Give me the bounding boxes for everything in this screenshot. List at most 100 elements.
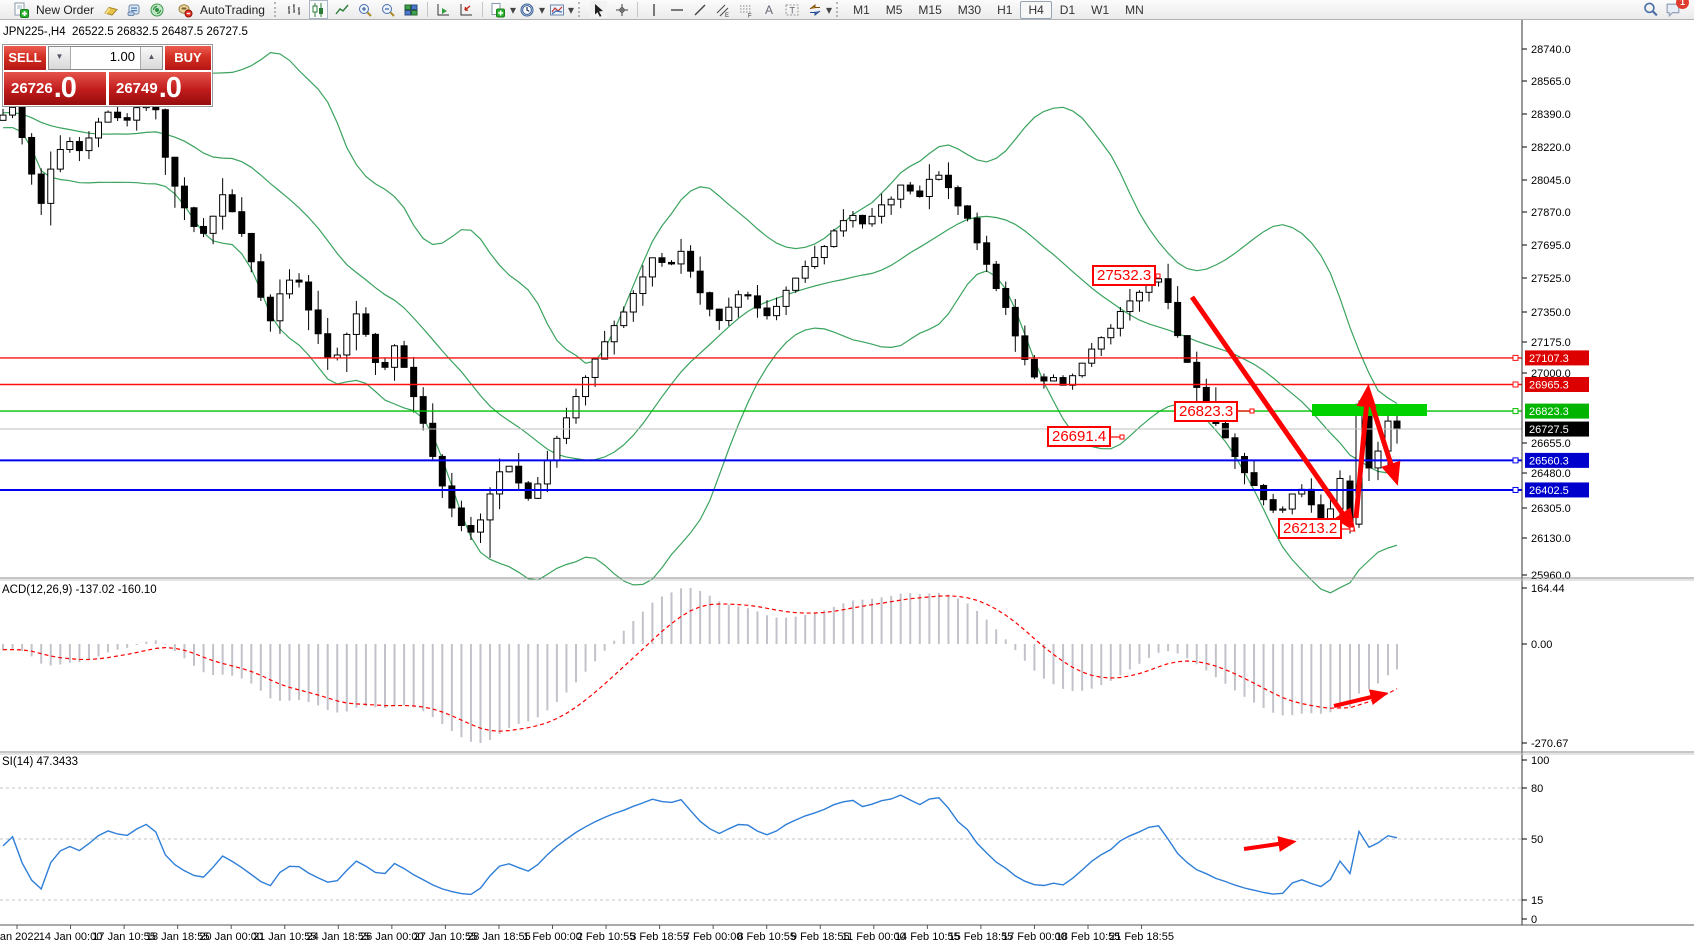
timeframe-button-M15[interactable]: M15	[918, 2, 942, 17]
zoom-out-icon[interactable]	[380, 1, 397, 18]
time-axis-label: 8 Feb 10:55	[737, 931, 796, 940]
bar-chart-icon[interactable]	[286, 1, 303, 18]
buy-button[interactable]: BUY	[165, 46, 211, 70]
svg-text:28390.0: 28390.0	[1531, 109, 1571, 121]
timeframe-button-H4[interactable]: H4	[1020, 0, 1052, 19]
cursor-icon[interactable]	[590, 1, 608, 18]
horizontal-line-icon[interactable]	[668, 1, 685, 18]
notifications-icon[interactable]: 1	[1665, 0, 1689, 18]
timeframe-button-MN[interactable]: MN	[1125, 2, 1144, 17]
time-axis-label: 9 Feb 18:55	[791, 931, 850, 940]
chart-canvas[interactable]: 28740.0 28565.0 28390.0 28220.0 28045.0 27870…	[0, 20, 1694, 940]
volume-stepper: ▼ 1.00 ▲	[48, 46, 163, 70]
svg-text:-270.67: -270.67	[1531, 738, 1568, 750]
price-annotation-27532.3[interactable]: 27532.3	[1092, 265, 1157, 286]
dropdown-caret-icon[interactable]: ▾	[538, 2, 546, 17]
buy-price-main: 26749	[116, 80, 158, 97]
horizontal-level-lines[interactable]	[0, 354, 1522, 493]
timeframe-button-H1[interactable]: H1	[997, 2, 1013, 17]
auto-scroll-icon[interactable]	[435, 1, 452, 18]
toolbar-separator	[481, 2, 483, 17]
equidistant-channel-icon[interactable]: E	[714, 1, 731, 18]
timeframe-button-M1[interactable]: M1	[853, 2, 870, 17]
notification-badge: 1	[1676, 0, 1689, 9]
time-axis-label: 18 Feb 10:55	[1056, 931, 1121, 940]
buy-price-big-digit: .0	[158, 72, 182, 104]
svg-text:0.00: 0.00	[1531, 639, 1552, 651]
time-axis-label: 24 Jan 18:55	[306, 931, 370, 940]
timeframe-button-M30[interactable]: M30	[957, 2, 982, 17]
new-order-icon	[12, 1, 29, 18]
svg-text:27107.3: 27107.3	[1529, 353, 1569, 365]
fibonacci-icon[interactable]: F	[737, 1, 754, 18]
time-axis-label: 21 Feb 18:55	[1109, 931, 1174, 940]
highlight-rectangle[interactable]	[1312, 404, 1427, 416]
new-order-label: New Order	[36, 2, 95, 17]
zoom-in-icon[interactable]	[357, 1, 374, 18]
search-icon[interactable]	[1642, 1, 1659, 18]
price-annotation-26691.4[interactable]: 26691.4	[1047, 426, 1112, 447]
time-axis-label: 17 Jan 10:55	[92, 931, 156, 940]
svg-text:26130.0: 26130.0	[1531, 533, 1571, 545]
new-order-button[interactable]: New Order	[4, 1, 99, 19]
timeframe-button-M5[interactable]: M5	[885, 2, 903, 17]
indicators-icon[interactable]	[548, 1, 565, 18]
autotrading-button[interactable]: AutoTrading	[168, 1, 270, 19]
svg-text:164.44: 164.44	[1531, 583, 1565, 595]
toolbar-grip	[836, 2, 841, 17]
chart-shift-icon[interactable]	[458, 1, 475, 18]
price-annotation-26213.2[interactable]: 26213.2	[1278, 518, 1343, 539]
crosshair-icon[interactable]	[613, 1, 630, 18]
price-annotation-26823.3[interactable]: 26823.3	[1174, 401, 1239, 422]
time-axis-label: 7 Feb 00:00	[684, 931, 743, 940]
trendline-icon[interactable]	[691, 1, 708, 18]
toolbar-separator	[637, 2, 639, 17]
time-axis-label: 21 Jan 10:55	[253, 931, 317, 940]
text-icon[interactable]: A	[760, 1, 777, 18]
dropdown-caret-icon[interactable]: ▾	[509, 2, 516, 17]
text-label-icon[interactable]: T	[783, 1, 800, 18]
bollinger-bands	[2, 51, 1398, 594]
volume-value[interactable]: 1.00	[109, 49, 135, 64]
svg-text:28220.0: 28220.0	[1531, 142, 1571, 154]
autotrading-label: AutoTrading	[200, 2, 265, 17]
volume-decrease-button[interactable]: ▼	[49, 47, 71, 69]
drawn-arrows[interactable]	[1189, 295, 1401, 852]
price-axis: 28740.0 28565.0 28390.0 28220.0 28045.0 27870…	[0, 20, 1694, 926]
svg-text:15: 15	[1531, 895, 1543, 907]
svg-text:80: 80	[1531, 783, 1543, 795]
dropdown-caret-icon[interactable]: ▾	[568, 2, 575, 17]
rsi-indicator-label: SI(14) 47.3433	[2, 756, 79, 768]
volume-increase-button[interactable]: ▲	[140, 47, 162, 69]
macd-pane: 164.44 0.00 -270.67	[2, 583, 1568, 750]
timeframe-button-D1[interactable]: D1	[1059, 2, 1076, 17]
vertical-line-icon[interactable]	[645, 1, 662, 18]
sell-button[interactable]: SELL	[4, 46, 46, 70]
tile-windows-icon[interactable]	[403, 1, 420, 18]
svg-text:28565.0: 28565.0	[1531, 76, 1571, 88]
time-axis-label: 15 Feb 18:55	[948, 931, 1013, 940]
sell-price-display[interactable]: 26726 .0	[4, 72, 106, 105]
time-axis-label: 1 Feb 00:00	[523, 931, 582, 940]
svg-text:27175.0: 27175.0	[1531, 337, 1571, 349]
toolbar-grip	[578, 2, 583, 17]
toolbar-grip	[273, 2, 279, 17]
macd-indicator-label: ACD(12,26,9) -137.02 -160.10	[2, 584, 157, 596]
candlestick-icon[interactable]	[308, 0, 328, 19]
metaeditor-icon[interactable]	[125, 1, 142, 18]
timeframe-button-W1[interactable]: W1	[1091, 2, 1110, 17]
periods-clock-icon[interactable]	[519, 1, 536, 18]
svg-text:F: F	[748, 13, 752, 18]
line-chart-icon[interactable]	[334, 1, 351, 18]
svg-text:28740.0: 28740.0	[1531, 44, 1571, 56]
buy-price-display[interactable]: 26749 .0	[109, 72, 211, 105]
time-axis-label: 26 Jan 00:00	[360, 931, 424, 940]
svg-text:26727.5: 26727.5	[1529, 424, 1569, 436]
svg-text:50: 50	[1531, 834, 1543, 846]
arrows-objects-icon[interactable]	[806, 1, 823, 18]
market-icon[interactable]	[102, 1, 119, 18]
svg-text:26655.0: 26655.0	[1531, 438, 1571, 450]
signals-icon[interactable]	[148, 1, 165, 18]
new-template-icon[interactable]	[490, 1, 507, 18]
dropdown-caret-icon[interactable]: ▾	[826, 2, 833, 17]
